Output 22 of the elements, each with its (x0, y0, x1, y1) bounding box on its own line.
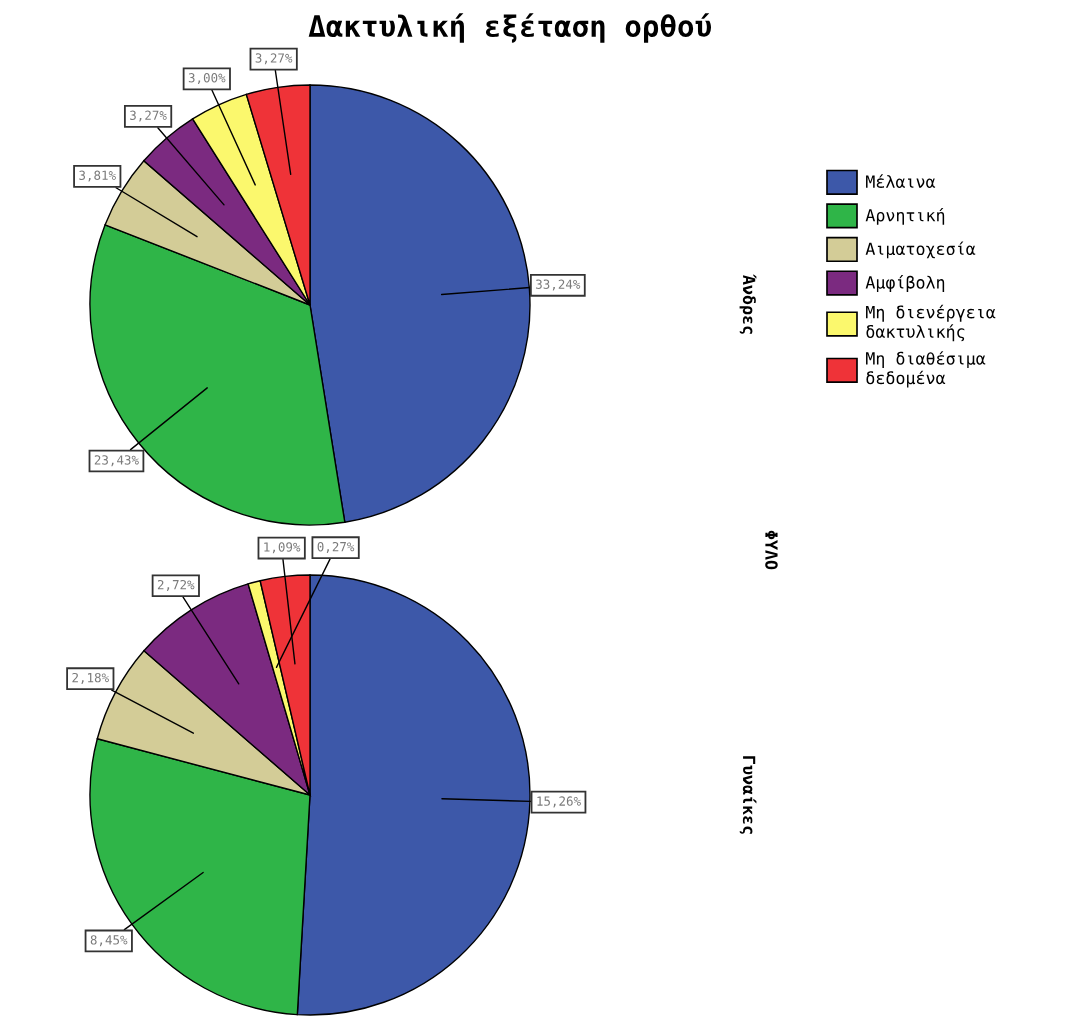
legend-label: Αμφίβολη (865, 275, 945, 292)
data-label: 23,43% (94, 455, 139, 467)
data-label: 3,00% (188, 73, 226, 85)
text: Γυναίκες (739, 756, 757, 834)
data-label: 1,09% (264, 542, 301, 554)
legend-label: Μέλαινα (866, 174, 936, 188)
text: ΦΥΛΟ (765, 530, 778, 570)
data-label: 15,26% (537, 796, 581, 808)
legend-label: Αιματοχεσία (865, 241, 976, 259)
legend-label: Μη διενέργεια δακτυλικής (866, 304, 996, 342)
legend-label: Μη διαθέσιμα δεδομένα (866, 351, 986, 388)
data-label: 33,24% (536, 279, 581, 291)
data-label: 3,27% (130, 110, 167, 122)
data-label: 3,27% (255, 53, 293, 65)
data-label: 2,72% (157, 579, 195, 591)
data-label: 0,27% (317, 541, 355, 553)
data-label: 2,18% (72, 672, 109, 684)
text: Άνδρες (739, 274, 757, 334)
legend-label: Αρνητική (865, 207, 945, 225)
data-label: 3,81% (79, 170, 116, 182)
data-label: 8,45% (90, 935, 128, 947)
chart-title: Δακτυλική εξέταση ορθού (308, 13, 712, 43)
